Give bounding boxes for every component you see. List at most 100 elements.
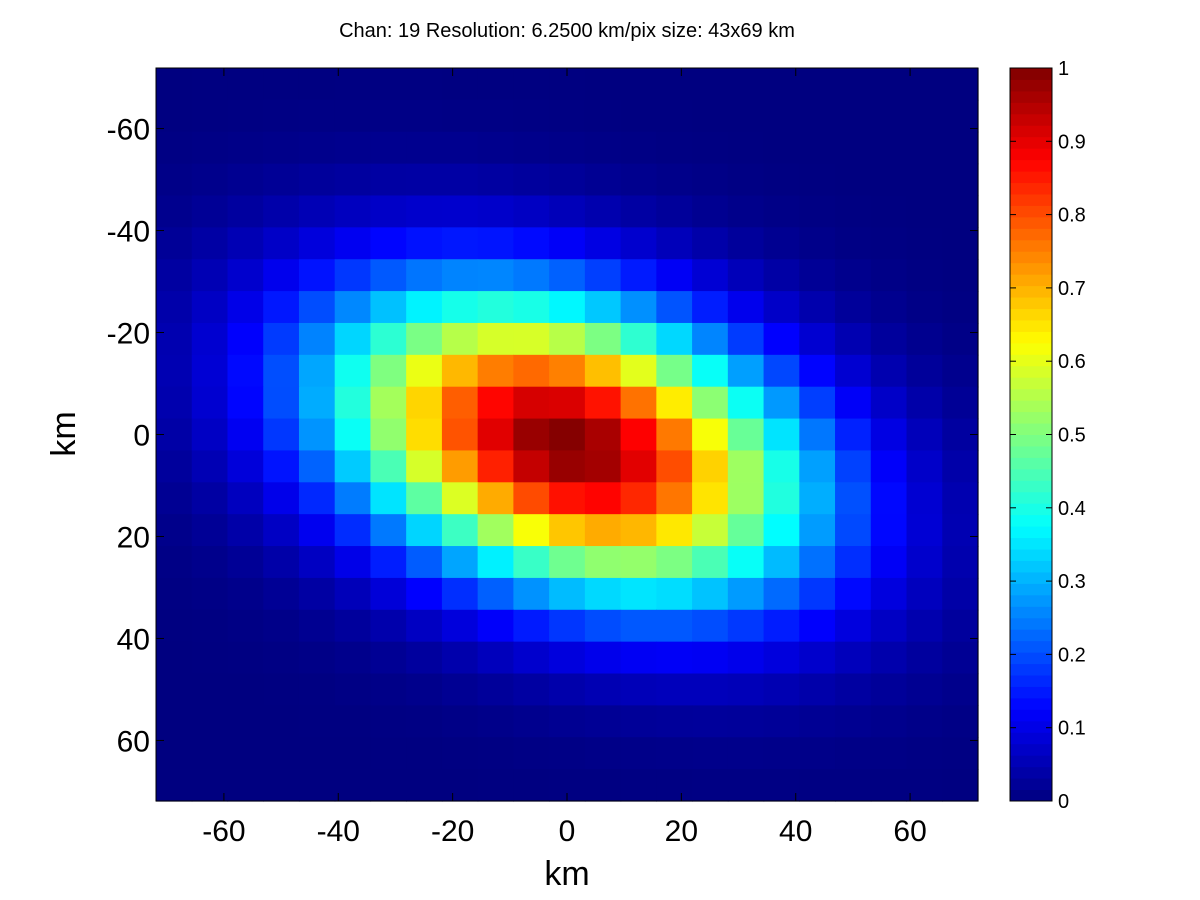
heatmap-cell	[156, 737, 193, 770]
heatmap-cell	[727, 418, 765, 452]
heatmap-cell	[191, 131, 229, 165]
heatmap-cell	[727, 195, 765, 228]
heatmap-cell	[620, 705, 657, 738]
heatmap-cell	[835, 546, 872, 579]
heatmap-cell	[656, 482, 693, 515]
heatmap-cell	[656, 450, 693, 483]
colorbar-band	[1010, 285, 1052, 298]
heatmap-cell	[227, 482, 264, 515]
heatmap-cell	[441, 737, 479, 770]
heatmap-cell	[584, 195, 622, 228]
heatmap-cell	[727, 514, 765, 547]
heatmap-cell	[620, 769, 657, 802]
heatmap-cell	[549, 673, 586, 706]
heatmap-cell	[727, 769, 765, 802]
heatmap-cell	[263, 195, 300, 228]
heatmap-cell	[227, 705, 264, 738]
heatmap-cell	[727, 322, 765, 356]
colorbar-tick-label: 0.7	[1058, 278, 1086, 300]
heatmap-cell	[656, 546, 693, 579]
colorbar-band	[1010, 606, 1052, 619]
heatmap-cell	[513, 546, 550, 579]
heatmap-cell	[799, 546, 836, 579]
heatmap-cell	[406, 259, 443, 292]
heatmap-cell	[513, 227, 550, 260]
heatmap-cell	[620, 195, 657, 228]
heatmap-cell	[799, 259, 836, 292]
heatmap-cell	[513, 259, 550, 292]
colorbar-band	[1010, 423, 1052, 435]
heatmap-cell	[835, 131, 872, 165]
heatmap-cell	[942, 354, 979, 388]
heatmap-cell	[441, 68, 479, 101]
heatmap-cell	[620, 99, 657, 133]
colorbar-band	[1010, 90, 1052, 103]
heatmap-cell	[477, 577, 514, 611]
colorbar-band	[1010, 549, 1052, 561]
heatmap-cell	[584, 291, 622, 324]
heatmap-cell	[298, 131, 336, 165]
heatmap-cell	[942, 482, 979, 515]
heatmap-cell	[263, 68, 300, 101]
heatmap-cell	[298, 705, 336, 738]
y-tick-label: 40	[117, 623, 150, 656]
heatmap-cell	[370, 163, 407, 197]
heatmap-cell	[370, 68, 407, 101]
heatmap-cell	[227, 68, 264, 101]
heatmap-cell	[263, 546, 300, 579]
heatmap-cell	[406, 769, 443, 802]
y-tick-label: -60	[107, 114, 150, 147]
heatmap-cell	[370, 227, 407, 260]
heatmap-cell	[942, 227, 979, 260]
colorbar-tick-label: 0.3	[1058, 571, 1086, 593]
heatmap-cell	[298, 354, 336, 388]
heatmap-cell	[942, 99, 979, 133]
x-axis-label: km	[544, 855, 589, 893]
heatmap-cell	[477, 259, 514, 292]
heatmap-cell	[406, 322, 443, 356]
heatmap-cell	[584, 386, 622, 420]
heatmap-cell	[727, 68, 765, 101]
colorbar-band	[1010, 480, 1052, 493]
colorbar-band	[1010, 331, 1052, 344]
heatmap-cell	[656, 68, 693, 101]
heatmap-cell	[263, 769, 300, 802]
heatmap-cell	[191, 68, 229, 101]
heatmap-cell	[227, 641, 264, 675]
heatmap-cell	[799, 195, 836, 228]
heatmap-cell	[477, 609, 514, 643]
heatmap-cell	[870, 68, 908, 101]
heatmap-cell	[942, 546, 979, 579]
colorbar-band	[1010, 503, 1052, 516]
colorbar-tick-label: 0.9	[1058, 131, 1086, 153]
heatmap-cell	[727, 609, 765, 643]
heatmap-cell	[263, 737, 300, 770]
heatmap-cell	[763, 450, 800, 483]
heatmap-cell	[513, 386, 550, 420]
heatmap-cell	[799, 322, 836, 356]
x-tick-label: -40	[317, 815, 360, 848]
heatmap-cell	[298, 227, 336, 260]
heatmap-cell	[799, 769, 836, 802]
heatmap-cell	[942, 386, 979, 420]
heatmap-cell	[549, 99, 586, 133]
heatmap-cell	[763, 195, 800, 228]
heatmap-cell	[441, 450, 479, 483]
heatmap-cell	[692, 291, 729, 324]
heatmap-cell	[692, 737, 729, 770]
heatmap-cell	[584, 99, 622, 133]
heatmap-cell	[370, 450, 407, 483]
heatmap-cell	[692, 769, 729, 802]
colorbar-band	[1010, 377, 1052, 390]
colorbar-band	[1010, 68, 1052, 80]
heatmap-cell	[370, 577, 407, 611]
heatmap-cell	[620, 737, 657, 770]
heatmap-cell	[763, 737, 800, 770]
heatmap-cell	[906, 68, 943, 101]
heatmap-cell	[906, 769, 943, 802]
heatmap-cell	[156, 673, 193, 706]
heatmap-cell	[620, 418, 657, 452]
heatmap-cell	[727, 641, 765, 675]
heatmap-cell	[298, 641, 336, 675]
heatmap-cell	[692, 195, 729, 228]
